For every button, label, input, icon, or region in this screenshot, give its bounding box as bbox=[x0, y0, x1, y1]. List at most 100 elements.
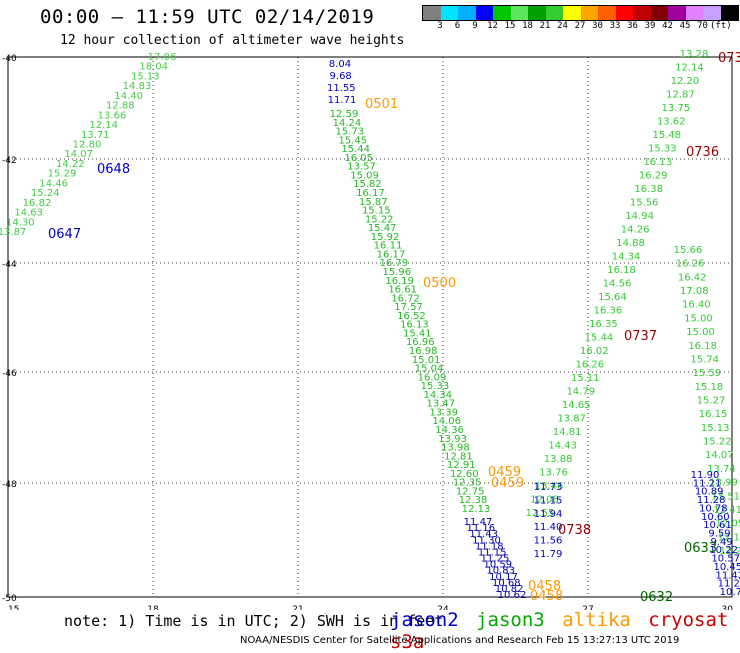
track-jason3-east-value-20: 12.05 bbox=[715, 519, 740, 530]
track-jason3-central-value-15: 16.11 bbox=[374, 241, 403, 252]
track-jason2-east-value-7: 9.59 bbox=[708, 529, 730, 540]
track-jason3-rising-value-17: 14.56 bbox=[603, 279, 632, 290]
track-jason3-central-value-31: 15.33 bbox=[421, 381, 450, 392]
track-jason2-east-value-8: 9.49 bbox=[710, 537, 732, 548]
lat-label-5: -50 bbox=[2, 594, 17, 604]
track-jason3-central-value-11: 15.15 bbox=[362, 206, 391, 217]
track-jason3-east-value-17: 13.99 bbox=[709, 478, 738, 489]
track-jason3-central-value-44: 12.38 bbox=[459, 495, 488, 506]
sat-cryosat-s3a: cryosat s3a bbox=[390, 609, 729, 653]
track-jason3-central-value-9: 16.17 bbox=[356, 188, 385, 199]
pass-time-label-5: 0459 bbox=[491, 476, 524, 491]
track-jason2-rising-value-5: 11.79 bbox=[534, 549, 563, 560]
track-jason3-central-value-19: 16.19 bbox=[385, 276, 414, 287]
track-jason2-east-value-12: 11.42 bbox=[716, 570, 740, 581]
legend-label-4: 15 bbox=[504, 21, 516, 31]
pass-time-label-8: 0738 bbox=[558, 523, 591, 538]
legend-label-5: 18 bbox=[522, 21, 533, 31]
lon-label-2: 21 bbox=[292, 605, 303, 610]
track-jason3-west-value-2: 15.13 bbox=[131, 71, 160, 82]
track-jason2-south-value-11: 10.82 bbox=[495, 584, 524, 595]
track-jason2-east-value-1: 11.21 bbox=[693, 478, 722, 489]
map-frame bbox=[7, 56, 733, 598]
track-jason2-south-value-8: 10.83 bbox=[486, 566, 515, 577]
track-jason3-central-value-27: 16.98 bbox=[409, 346, 438, 357]
track-jason3-central-value-35: 14.06 bbox=[432, 416, 461, 427]
legend-label-2: 9 bbox=[472, 21, 478, 31]
track-jason3-rising-value-20: 14.88 bbox=[616, 238, 645, 249]
track-jason3-rising-value-28: 15.48 bbox=[653, 130, 682, 141]
pass-time-label-10: 0736 bbox=[686, 145, 719, 160]
track-jason2-east-value-6: 10.61 bbox=[703, 520, 732, 531]
track-jason3-east-value-1: 16.26 bbox=[676, 259, 705, 270]
track-jason2-rising-value-3: 11.40 bbox=[534, 522, 563, 533]
track-jason3-west-value-11: 14.22 bbox=[56, 159, 85, 170]
track-jason3-rising-value-7: 13.87 bbox=[557, 414, 586, 425]
pass-time-label-12: 0633 bbox=[684, 541, 717, 556]
track-jason3-rising-value-31: 12.87 bbox=[666, 90, 695, 101]
track-jason3-rising-value-25: 16.29 bbox=[639, 171, 668, 182]
legend-label-7: 24 bbox=[557, 21, 568, 31]
track-jason3-central-value-4: 15.44 bbox=[341, 144, 370, 155]
pass-time-label-2: 0501 bbox=[365, 97, 398, 112]
track-jason3-west-value-9: 12.80 bbox=[73, 140, 102, 151]
track-jason3-central-value-10: 15.87 bbox=[359, 197, 388, 208]
track-jason2-east-value-14: 10.73 bbox=[720, 587, 740, 598]
lat-label-2: -44 bbox=[2, 260, 17, 270]
legend-label-14: 45 bbox=[679, 21, 691, 31]
track-jason3-central-value-13: 15.47 bbox=[368, 223, 397, 234]
color-scale-labels: 3 6 9 12 15 18 21 24 27 30 33 36 39 42 45 70 (ft) bbox=[422, 21, 732, 35]
lon-label-0: 15 bbox=[8, 605, 19, 610]
pass-time-label-3: 0500 bbox=[423, 276, 456, 291]
track-jason3-east-value-21: 12.15 bbox=[718, 532, 740, 543]
track-jason3-rising-value-15: 16.36 bbox=[594, 306, 623, 317]
track-jason3-central-value-39: 12.81 bbox=[444, 451, 473, 462]
pass-time-label-11: 073 bbox=[718, 51, 740, 66]
pass-time-label-1: 0648 bbox=[97, 162, 130, 177]
track-jason3-central-value-40: 12.91 bbox=[447, 460, 476, 471]
track-jason3-east-value-19: 12.41 bbox=[713, 505, 740, 516]
track-jason3-central-value-25: 15.41 bbox=[403, 328, 432, 339]
legend-swatch-12 bbox=[633, 6, 651, 20]
track-jason3-central-value-26: 16.96 bbox=[406, 337, 435, 348]
map-subtitle: 12 hour collection of altimeter wave hei… bbox=[60, 33, 405, 48]
track-jason3-central-value-37: 13.93 bbox=[438, 434, 467, 445]
legend-label-6: 21 bbox=[539, 21, 551, 31]
track-jason2-rising-value-0: 11.73 bbox=[534, 482, 563, 493]
track-jason3-rising-value-29: 13.62 bbox=[657, 117, 686, 128]
legend-swatch-8 bbox=[563, 6, 581, 20]
track-jason3-central-value-23: 16.52 bbox=[397, 311, 426, 322]
track-jason2-east-value-5: 10.60 bbox=[701, 512, 730, 523]
track-jason3-rising-value-0: 12.55 bbox=[526, 508, 555, 519]
track-jason2-south-value-10: 10.68 bbox=[492, 578, 521, 589]
track-jason3-west-value-7: 12.14 bbox=[89, 120, 118, 131]
track-jason3-west-value-13: 14.46 bbox=[39, 178, 68, 189]
track-jason3-rising-value-30: 13.75 bbox=[662, 103, 691, 114]
track-jason3-rising-value-18: 16.18 bbox=[607, 265, 636, 276]
track-jason2-east-value-9: 10.22 bbox=[709, 545, 738, 556]
track-jason3-rising-value-2: 13.46 bbox=[535, 481, 564, 492]
legend-swatch-7 bbox=[545, 6, 563, 20]
track-jason2-east-value-11: 10.45 bbox=[713, 562, 740, 573]
track-jason3-east-value-16: 13.74 bbox=[707, 464, 736, 475]
track-jason3-central-value-14: 15.92 bbox=[371, 232, 400, 243]
sat-jason3: jason3 bbox=[476, 609, 545, 631]
track-jason2-south-value-2: 11.43 bbox=[469, 529, 498, 540]
track-jason3-rising-value-13: 15.44 bbox=[585, 333, 614, 344]
legend-label-3: 12 bbox=[487, 21, 498, 31]
pass-time-label-13: 0632 bbox=[640, 590, 673, 605]
track-jason3-central-value-32: 14.34 bbox=[424, 390, 453, 401]
track-jason3-central-value-43: 12.75 bbox=[456, 486, 485, 497]
track-jason3-west-value-15: 16.82 bbox=[23, 198, 52, 209]
track-jason3-central-value-41: 12.60 bbox=[450, 469, 479, 480]
track-jason3-east-value-11: 15.27 bbox=[697, 396, 726, 407]
track-jason3-central-value-20: 16.61 bbox=[388, 285, 417, 296]
track-jason3-rising-value-19: 14.34 bbox=[612, 252, 641, 263]
track-jason3-central-value-42: 12.35 bbox=[453, 478, 482, 489]
legend-label-12: 39 bbox=[644, 21, 656, 31]
track-jason3-east-value-0: 15.66 bbox=[674, 245, 703, 256]
track-jason3-east-value-8: 15.74 bbox=[690, 354, 719, 365]
track-jason2-south-value-6: 11.25 bbox=[481, 554, 510, 565]
track-jason2-south-value-0: 11.47 bbox=[464, 517, 493, 528]
